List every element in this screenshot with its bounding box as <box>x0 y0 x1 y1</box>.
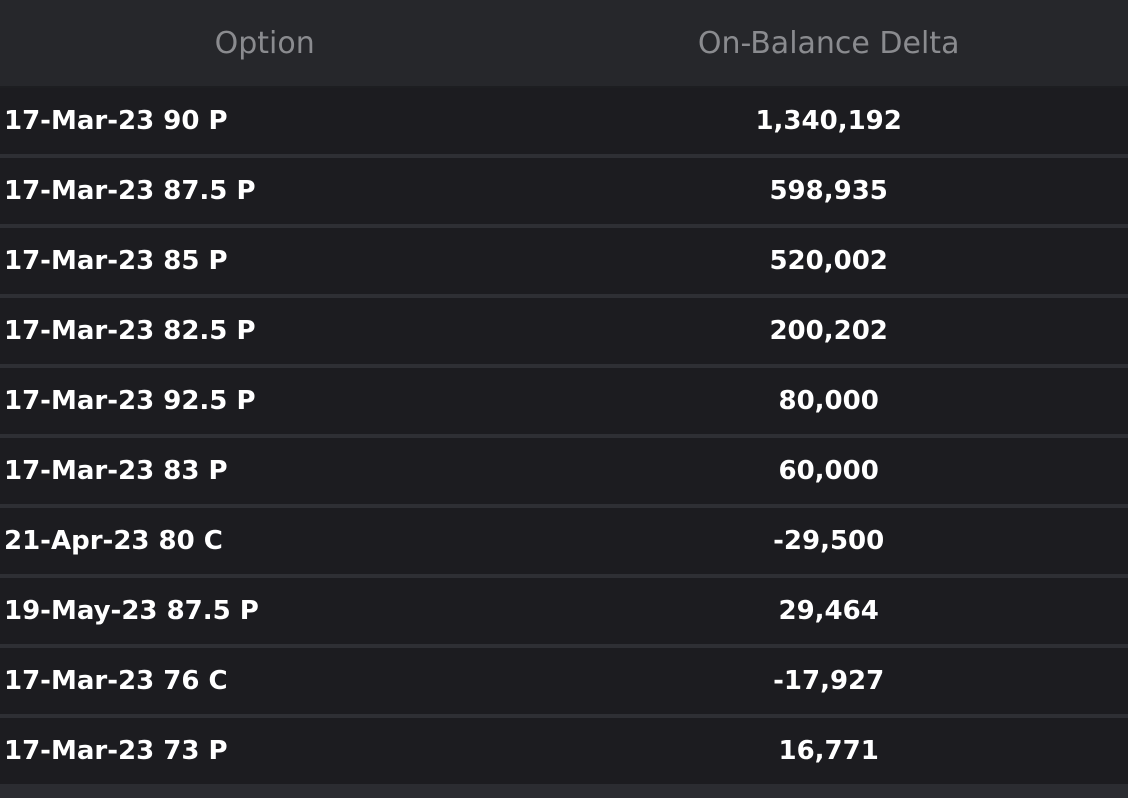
delta-cell: 598,935 <box>769 176 888 206</box>
delta-cell: 80,000 <box>778 386 879 416</box>
table-row[interactable]: 17-Mar-23 76 C -17,927 <box>0 648 1128 714</box>
table-body: 17-Mar-23 90 P 1,340,192 17-Mar-23 87.5 … <box>0 88 1128 784</box>
delta-cell: -29,500 <box>773 526 885 556</box>
table-row[interactable]: 17-Mar-23 82.5 P 200,202 <box>0 298 1128 364</box>
table-header: Option On-Balance Delta <box>0 0 1128 88</box>
column-header-option[interactable]: Option <box>214 25 315 61</box>
option-cell: 17-Mar-23 73 P <box>4 736 228 766</box>
column-header-on-balance-delta[interactable]: On-Balance Delta <box>697 25 960 61</box>
table-row[interactable]: 21-Apr-23 80 C -29,500 <box>0 508 1128 574</box>
option-cell: 21-Apr-23 80 C <box>4 526 223 556</box>
option-cell: 17-Mar-23 82.5 P <box>4 316 256 346</box>
option-cell: 19-May-23 87.5 P <box>4 596 259 626</box>
option-cell: 17-Mar-23 92.5 P <box>4 386 256 416</box>
delta-cell: 29,464 <box>778 596 879 626</box>
delta-cell: 16,771 <box>778 736 879 766</box>
table-row[interactable]: 17-Mar-23 90 P 1,340,192 <box>0 88 1128 154</box>
delta-cell: 200,202 <box>769 316 888 346</box>
delta-cell: 60,000 <box>778 456 879 486</box>
option-cell: 17-Mar-23 87.5 P <box>4 176 256 206</box>
table-row[interactable]: 17-Mar-23 73 P 16,771 <box>0 718 1128 784</box>
option-cell: 17-Mar-23 76 C <box>4 666 228 696</box>
delta-cell: 1,340,192 <box>755 106 902 136</box>
delta-cell: 520,002 <box>769 246 888 276</box>
table-row[interactable]: 17-Mar-23 87.5 P 598,935 <box>0 158 1128 224</box>
option-cell: 17-Mar-23 85 P <box>4 246 228 276</box>
option-cell: 17-Mar-23 83 P <box>4 456 228 486</box>
table-row[interactable]: 17-Mar-23 83 P 60,000 <box>0 438 1128 504</box>
delta-cell: -17,927 <box>773 666 885 696</box>
table-row[interactable]: 17-Mar-23 85 P 520,002 <box>0 228 1128 294</box>
option-cell: 17-Mar-23 90 P <box>4 106 228 136</box>
table-row[interactable]: 17-Mar-23 92.5 P 80,000 <box>0 368 1128 434</box>
table-row[interactable]: 19-May-23 87.5 P 29,464 <box>0 578 1128 644</box>
